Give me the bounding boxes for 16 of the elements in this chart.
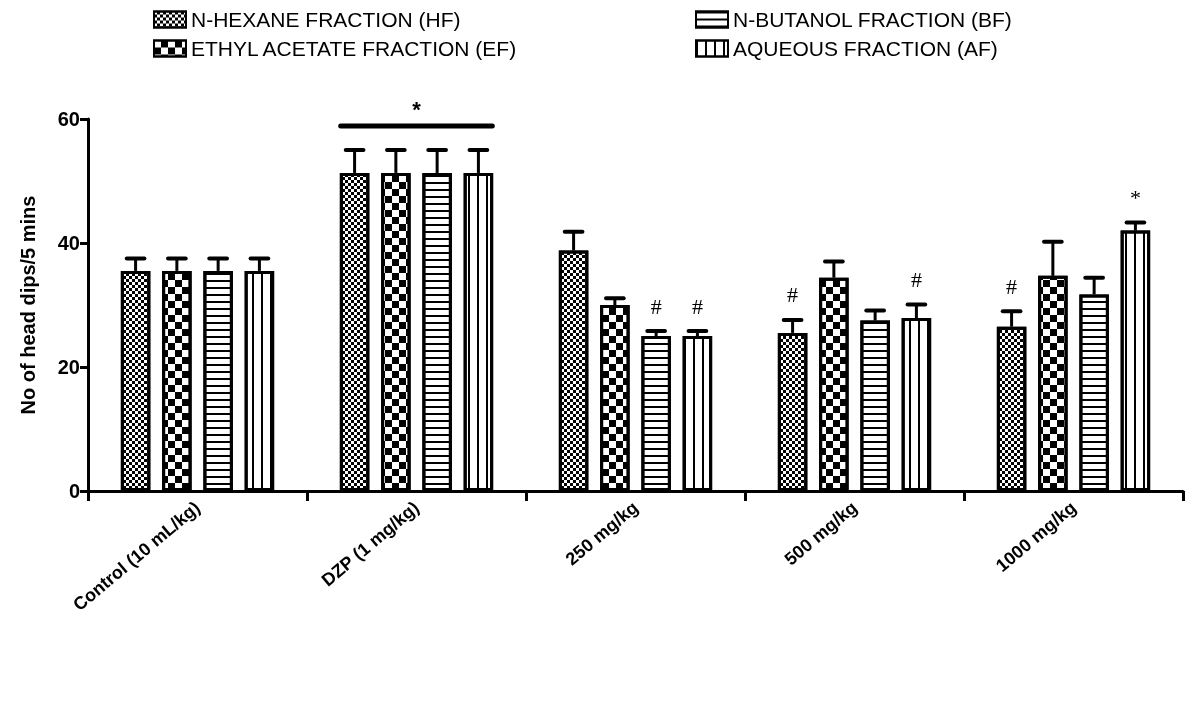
y-tick-label: 0 xyxy=(68,480,80,502)
legend-label: N-HEXANE FRACTION (HF) xyxy=(191,8,461,31)
legend-label: N-BUTANOL FRACTION (BF) xyxy=(733,8,1012,31)
data-label: # xyxy=(650,293,662,319)
legend-label: ETHYL ACETATE FRACTION (EF) xyxy=(191,37,517,60)
y-tick-label: 40 xyxy=(57,232,80,254)
y-tick-label: 60 xyxy=(57,108,80,130)
y-tick-label: 20 xyxy=(57,356,80,378)
data-label: # xyxy=(787,282,799,308)
annotation: * xyxy=(412,96,422,122)
data-label: * xyxy=(1129,185,1141,211)
y-axis-title: No of head dips/5 mins xyxy=(17,195,39,415)
legend-label: AQUEOUS FRACTION (AF) xyxy=(733,37,998,60)
data-label: # xyxy=(1006,273,1018,299)
data-label: # xyxy=(691,293,703,319)
data-label: # xyxy=(910,266,922,292)
